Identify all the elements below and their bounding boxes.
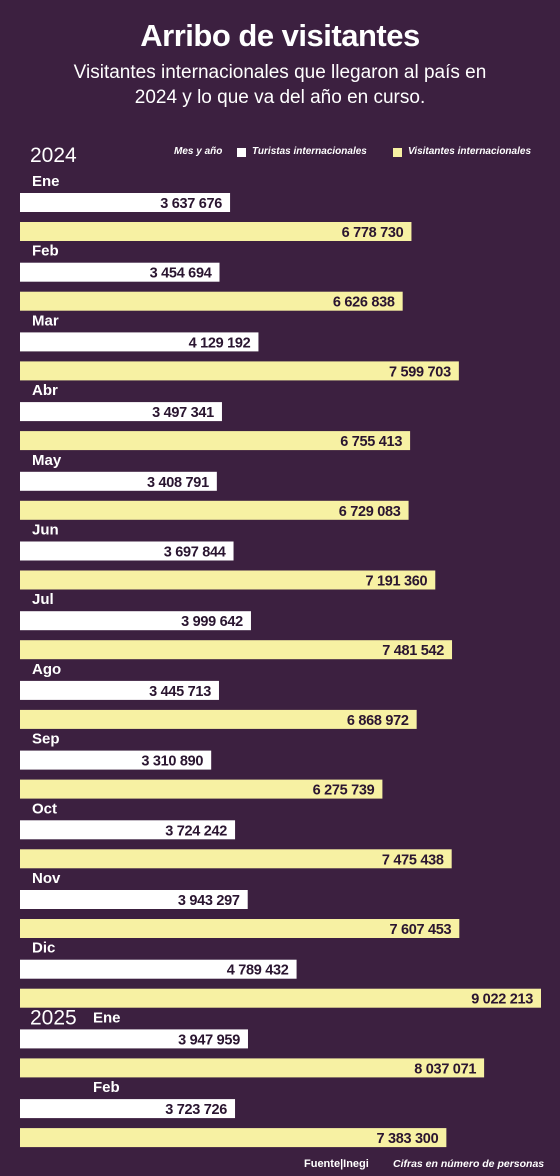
- value-label-turistas: 3 310 890: [141, 754, 203, 770]
- month-label: Dic: [32, 940, 55, 957]
- bar-turistas: [20, 750, 212, 770]
- value-label-visitantes: 6 778 730: [342, 225, 404, 241]
- month-label: Jul: [32, 591, 54, 608]
- value-label-visitantes: 7 191 360: [365, 574, 427, 590]
- value-label-turistas: 3 454 694: [150, 266, 212, 282]
- bar-turistas: [20, 541, 234, 561]
- bar-turistas: [20, 193, 231, 212]
- bar-turistas: [20, 611, 251, 631]
- bar-turistas: [20, 262, 220, 282]
- bar-turistas: [20, 1029, 248, 1049]
- bar-visitantes: [20, 919, 460, 938]
- value-label-visitantes: 7 475 438: [382, 852, 444, 868]
- legend-item-turistas: Turistas internacionales: [252, 146, 367, 157]
- legend-swatch-visitantes: [393, 148, 402, 157]
- month-label: Feb: [32, 243, 59, 260]
- bar-visitantes: [20, 1128, 447, 1148]
- month-label: Jun: [32, 522, 59, 539]
- value-label-visitantes: 8 037 071: [414, 1061, 476, 1077]
- value-label-turistas: 4 789 432: [227, 963, 289, 979]
- value-label-visitantes: 7 599 703: [389, 364, 451, 380]
- month-label: Mar: [32, 312, 59, 329]
- bar-turistas: [20, 1099, 236, 1119]
- bar-visitantes: [20, 291, 403, 311]
- bar-visitantes: [20, 431, 411, 451]
- legend-item-visitantes: Visitantes internacionales: [408, 146, 532, 157]
- bar-visitantes: [20, 1058, 485, 1078]
- bar-visitantes: [20, 222, 412, 241]
- bar-turistas: [20, 680, 219, 700]
- bar-turistas: [20, 890, 248, 909]
- value-label-turistas: 3 445 713: [149, 684, 211, 700]
- bar-turistas: [20, 820, 236, 840]
- bar-visitantes: [20, 640, 453, 660]
- value-label-turistas: 3 943 297: [178, 893, 240, 909]
- value-label-visitantes: 7 607 453: [389, 922, 451, 938]
- value-label-turistas: 3 408 791: [147, 475, 209, 491]
- bar-turistas: [20, 959, 297, 979]
- month-label: Oct: [32, 800, 57, 817]
- units-note: Cifras en número de personas: [393, 1158, 545, 1170]
- value-label-visitantes: 6 626 838: [333, 295, 395, 311]
- month-label: Nov: [32, 870, 61, 887]
- month-label: Ene: [32, 173, 60, 190]
- value-label-turistas: 3 999 642: [181, 614, 243, 630]
- value-label-visitantes: 6 755 413: [340, 434, 402, 450]
- month-label: May: [32, 452, 62, 469]
- legend-swatch-turistas: [237, 148, 246, 157]
- chart-title: Arribo de visitantes: [140, 18, 420, 53]
- source-credit: Fuente|Inegi: [304, 1158, 369, 1170]
- value-label-turistas: 3 697 844: [164, 545, 226, 561]
- value-label-visitantes: 6 275 739: [313, 783, 375, 799]
- month-label: Ago: [32, 661, 61, 678]
- value-label-visitantes: 6 729 083: [339, 504, 401, 520]
- value-label-visitantes: 7 481 542: [382, 643, 444, 659]
- value-label-visitantes: 9 022 213: [471, 992, 533, 1008]
- bar-turistas: [20, 332, 259, 352]
- value-label-turistas: 4 129 192: [189, 335, 251, 351]
- bar-visitantes: [20, 849, 452, 869]
- value-label-visitantes: 7 383 300: [377, 1131, 439, 1147]
- month-label: Feb: [93, 1079, 120, 1096]
- bar-turistas: [20, 471, 217, 491]
- legend-title: Mes y año: [174, 146, 223, 157]
- value-label-turistas: 3 497 341: [152, 405, 214, 421]
- year-label-2024: 2024: [30, 144, 77, 167]
- value-label-turistas: 3 947 959: [178, 1032, 240, 1048]
- bar-visitantes: [20, 570, 436, 590]
- month-label: Sep: [32, 731, 60, 748]
- bar-visitantes: [20, 988, 541, 1008]
- bar-visitantes: [20, 709, 417, 729]
- value-label-turistas: 3 637 676: [160, 196, 222, 212]
- value-label-visitantes: 6 868 972: [347, 713, 409, 729]
- month-label: Ene: [93, 1009, 121, 1026]
- month-label: Abr: [32, 382, 58, 399]
- chart-subtitle: Visitantes internacionales que llegaron …: [73, 62, 487, 108]
- source-label: Fuente: [304, 1158, 341, 1170]
- value-label-turistas: 3 723 726: [165, 1102, 227, 1118]
- bar-visitantes: [20, 361, 459, 381]
- year-label-2025: 2025: [30, 1006, 77, 1029]
- value-label-turistas: 3 724 242: [165, 823, 227, 839]
- source-name: Inegi: [343, 1158, 369, 1170]
- bar-visitantes: [20, 779, 383, 799]
- bar-turistas: [20, 402, 222, 422]
- bar-visitantes: [20, 500, 409, 520]
